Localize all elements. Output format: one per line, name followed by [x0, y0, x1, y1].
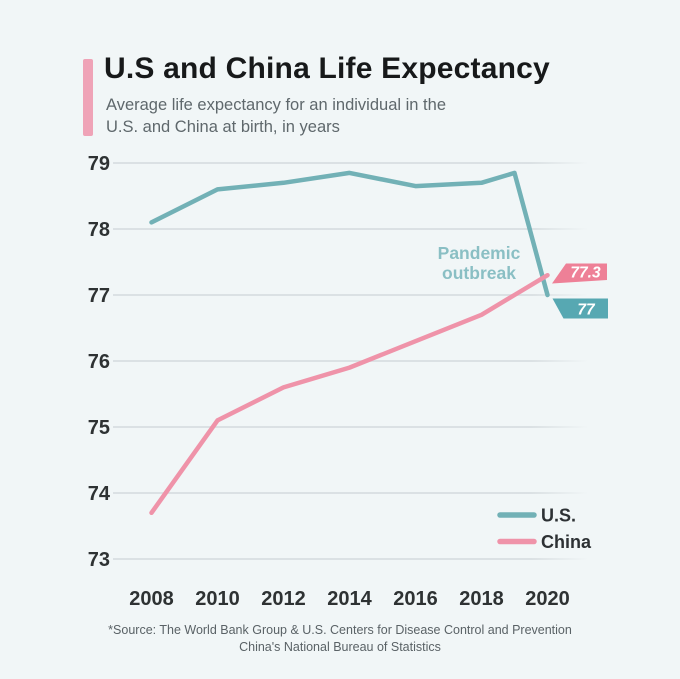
china-end-label-flag — [552, 263, 607, 284]
pandemic-outbreak-annotation: Pandemic outbreak — [438, 243, 521, 283]
y-tick-label: 79 — [88, 153, 110, 175]
source-line2: China's National Bureau of Statistics — [239, 640, 441, 654]
china-end-label-text: 77.3 — [570, 265, 601, 282]
us-line — [149, 170, 550, 298]
y-tick-label: 74 — [88, 483, 111, 505]
gridline — [113, 360, 588, 362]
source-note: *Source: The World Bank Group & U.S. Cen… — [0, 622, 680, 656]
y-tick-label: 76 — [88, 351, 110, 373]
y-tick-label: 75 — [88, 417, 110, 439]
chart-subtitle: Average life expectancy for an individua… — [106, 94, 446, 138]
chart-subtitle-line1: Average life expectancy for an individua… — [106, 96, 446, 114]
china-line — [149, 272, 550, 516]
y-tick-label: 78 — [88, 219, 110, 241]
x-tick-label: 2012 — [261, 588, 306, 610]
us-end-label-text: 77 — [577, 302, 596, 319]
legend-label-china: China — [541, 532, 592, 552]
y-tick-label: 77 — [88, 285, 110, 307]
chart-subtitle-line2: U.S. and China at birth, in years — [106, 118, 340, 136]
x-tick-label: 2010 — [195, 588, 240, 610]
x-tick-label: 2018 — [459, 588, 504, 610]
x-tick-label: 2008 — [129, 588, 174, 610]
gridline — [113, 492, 588, 494]
gridline — [113, 294, 588, 296]
page-title: U.S and China Life Expectancy — [104, 52, 550, 85]
legend-label-us: U.S. — [541, 506, 576, 526]
source-line1: *Source: The World Bank Group & U.S. Cen… — [108, 623, 572, 637]
china-end-label: 77.3 — [552, 263, 607, 284]
us-end-label-flag — [552, 298, 608, 319]
title-accent-bar — [83, 59, 93, 136]
gridline — [113, 228, 588, 230]
gridline — [113, 162, 588, 164]
gridline — [113, 426, 588, 428]
x-tick-label: 2014 — [327, 588, 372, 610]
y-tick-label: 73 — [88, 549, 110, 571]
x-tick-label: 2016 — [393, 588, 438, 610]
us-end-label: 77 — [552, 298, 608, 319]
x-tick-label: 2020 — [525, 588, 570, 610]
gridline — [113, 558, 588, 560]
